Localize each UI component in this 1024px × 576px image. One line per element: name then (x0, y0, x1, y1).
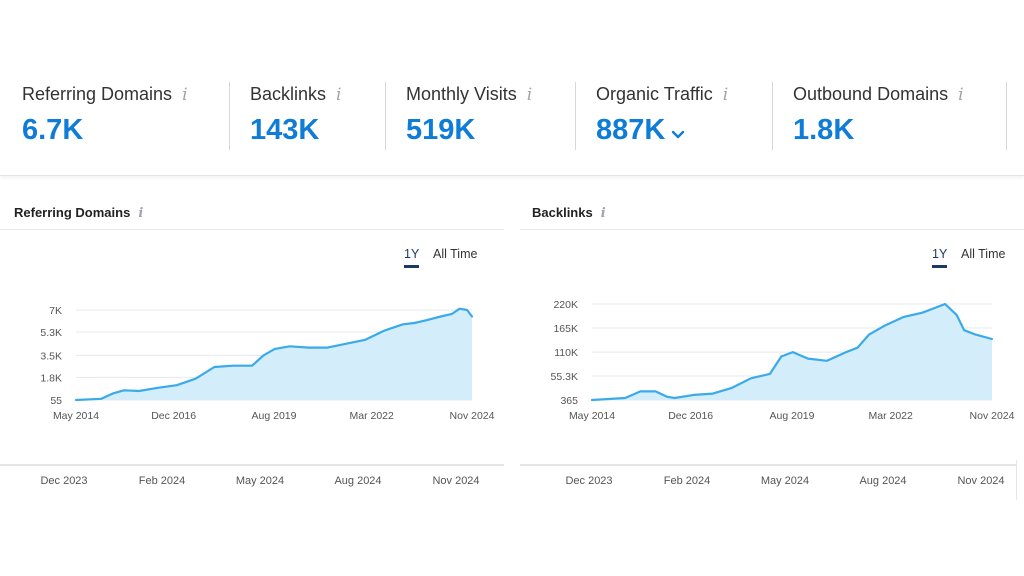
panel-title-wrap: Referring Domains i (14, 205, 143, 221)
backlinks-chart: 220K 165K 110K 55.3K 365 May 2014 Dec 2016 Aug … (551, 299, 1015, 422)
info-icon[interactable]: i (722, 85, 729, 105)
referring-domains-chart: 7K 5.3K 3.5K 1.8K 55 May 2014 Dec 2016 Aug 2019… (40, 305, 495, 422)
info-icon[interactable]: i (182, 85, 188, 105)
referring-domains-panel: Referring Domains i 1Y All Time 7K 5.3K 3.5… (0, 196, 504, 496)
x-tick-label: Aug 2019 (252, 410, 297, 422)
backlinks-area (592, 304, 992, 400)
y-tick-label: 55.3K (551, 371, 578, 383)
info-icon[interactable]: i (600, 206, 606, 221)
timeline-label: Feb 2024 (663, 475, 711, 487)
timeline-label: Nov 2024 (432, 475, 480, 487)
metric-divider (1006, 82, 1007, 150)
timeline-label: Aug 2024 (859, 475, 907, 487)
tab-all-time[interactable]: All Time (433, 247, 478, 261)
timeline-axis[interactable]: Dec 2023 Feb 2024 May 2024 Aug 2024 Nov … (0, 464, 504, 494)
tab-1y[interactable]: 1Y (932, 247, 948, 268)
x-tick-label: Mar 2022 (350, 410, 395, 422)
metric-divider (229, 82, 230, 150)
metric-value-wrap: 887K (596, 114, 685, 148)
metric-label: Backlinks (250, 84, 327, 104)
timeline-label: Dec 2023 (565, 475, 613, 487)
x-tick-label: Dec 2016 (151, 410, 196, 422)
timeline-axis[interactable]: Dec 2023 Feb 2024 May 2024 Aug 2024 Nov … (520, 464, 1024, 494)
x-tick-label: May 2014 (53, 410, 99, 422)
y-tick-label: 7K (49, 305, 62, 317)
x-tick-label: Dec 2016 (668, 410, 713, 422)
tab-all-time[interactable]: All Time (961, 247, 1006, 261)
y-tick-label: 3.5K (40, 350, 62, 362)
info-icon[interactable]: i (336, 85, 342, 105)
panel-header: Referring Domains i (0, 196, 504, 230)
metric-value: 519K (406, 114, 476, 146)
metric-label: Organic Traffic (596, 84, 713, 104)
panel-title: Backlinks (532, 205, 593, 220)
panel-title-wrap: Backlinks i (532, 205, 606, 221)
timeline-label: Feb 2024 (138, 475, 186, 487)
y-tick-label: 110K (554, 347, 578, 359)
referring-domains-line[interactable] (74, 307, 474, 402)
x-tick-label: May 2014 (569, 410, 615, 422)
chevron-down-icon[interactable] (671, 115, 685, 148)
metric-divider (772, 82, 773, 150)
scroll-edge (1016, 460, 1024, 500)
timeline-label: Nov 2024 (957, 475, 1005, 487)
timeline-label: Dec 2023 (40, 475, 88, 487)
backlinks-line[interactable] (590, 302, 994, 402)
timeline-label: May 2024 (760, 475, 810, 487)
info-icon[interactable]: i (526, 85, 533, 105)
metric-divider (385, 82, 386, 150)
y-tick-label: 1.8K (40, 372, 62, 384)
panel-title: Referring Domains (14, 205, 131, 220)
x-tick-label: Mar 2022 (868, 410, 913, 422)
metric-label-wrap: Referring Domains i (22, 84, 188, 105)
info-icon[interactable]: i (138, 206, 144, 221)
metric-divider (575, 82, 576, 150)
metric-value: 1.8K (793, 114, 855, 146)
tab-1y[interactable]: 1Y (404, 247, 420, 268)
timeline-label: May 2024 (235, 475, 285, 487)
metric-label-wrap: Organic Traffic i (596, 84, 728, 105)
timeline-label: Aug 2024 (334, 475, 382, 487)
y-tick-label: 55 (50, 395, 62, 407)
metric-label: Outbound Domains (793, 84, 949, 104)
metric-label-wrap: Backlinks i (250, 84, 341, 105)
metric-label: Referring Domains (22, 84, 173, 104)
metrics-bar: Referring Domains i 6.7K Backlinks i 143K … (0, 70, 1024, 176)
y-tick-label: 5.3K (40, 327, 62, 339)
metric-label-wrap: Monthly Visits i (406, 84, 532, 105)
metric-label: Monthly Visits (406, 84, 517, 104)
y-tick-label: 165K (553, 323, 578, 335)
x-tick-label: Nov 2024 (450, 410, 495, 422)
y-tick-label: 365 (560, 395, 578, 407)
info-icon[interactable]: i (958, 85, 964, 105)
backlinks-panel: Backlinks i 1Y All Time 220K 165K 110K 55.3K… (520, 196, 1024, 496)
x-tick-label: Aug 2019 (770, 410, 815, 422)
metric-value: 887K (596, 114, 666, 146)
panel-header: Backlinks i (520, 196, 1024, 230)
y-tick-label: 220K (553, 299, 578, 311)
referring-domains-area (76, 308, 472, 400)
x-tick-label: Nov 2024 (970, 410, 1015, 422)
metric-value: 6.7K (22, 114, 84, 146)
metric-value: 143K (250, 114, 320, 146)
metric-label-wrap: Outbound Domains i (793, 84, 964, 105)
